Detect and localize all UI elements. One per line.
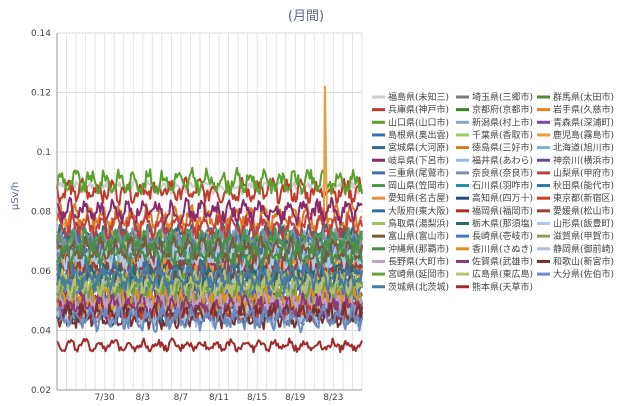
x-tick-label: 8/23 [323, 393, 343, 402]
legend-item-label: 徳島県(三好市) [472, 142, 533, 154]
legend-item-label: 宮城県(大河原) [388, 142, 449, 154]
legend-item-label: 奈良県(奈良市) [472, 167, 533, 179]
series-line [56, 285, 363, 315]
y-tick-label: 0.08 [31, 208, 51, 218]
legend-item-label: 山梨県(甲府市) [553, 167, 614, 179]
legend-item-label: 愛知県(名古屋) [388, 192, 449, 204]
legend-item-label: 福岡県(福岡市) [472, 205, 533, 217]
legend-item-label: 沖縄県(那覇市) [388, 243, 449, 255]
legend-item-label: 山形県(飯豊町) [553, 218, 614, 230]
legend-item-label: 大阪府(東大阪) [388, 205, 449, 217]
series-line [56, 166, 363, 197]
legend-item-label: 神奈川(横浜市) [553, 154, 614, 166]
legend-item-label: 秋田県(能代市) [553, 180, 614, 192]
x-tick-label: 8/7 [174, 393, 188, 402]
legend-item-label: 熊本県(天草市) [472, 281, 533, 293]
legend-item-label: 鹿児島(霧島市) [553, 129, 614, 141]
series-line [56, 176, 363, 206]
x-tick-label: 8/19 [285, 393, 305, 402]
legend-item-label: 宮崎県(延岡市) [388, 268, 449, 280]
x-tick-label: 8/15 [247, 393, 267, 402]
legend-item-label: 千葉県(香取市) [472, 129, 533, 141]
x-tick-label: 7/30 [95, 393, 115, 402]
chart-title: (月間) [288, 9, 324, 24]
legend-item-label: 山口県(山口市) [388, 116, 449, 128]
legend-item-label: 茨城県(北茨城) [388, 281, 449, 293]
series-line [56, 226, 363, 256]
legend-item-label: 三重県(尾鷲市) [388, 167, 449, 179]
legend-item-label: 岐阜県(下呂市) [388, 154, 449, 166]
legend-item-label: 島根県(奥出雲) [388, 129, 449, 141]
series-line [56, 235, 363, 266]
axes: 0.02 0.04 0.06 0.08 0.1 0.12 0.14 7/30 8/3 8/7 8/1… [31, 29, 362, 403]
y-tick-label: 0.02 [31, 386, 51, 396]
series-line [56, 238, 363, 269]
legend-item-label: 福井県(あわら) [472, 154, 533, 166]
legend-item-label: 和歌山(新宮市) [553, 255, 614, 267]
legend-item-label: 埼玉県(三郷市) [472, 91, 533, 103]
series-line [56, 337, 363, 354]
series-line [56, 212, 363, 242]
legend-item-label: 長野県(大町市) [388, 255, 449, 267]
series-line [56, 303, 363, 334]
legend-item-label: 長崎県(壱岐市) [472, 230, 533, 242]
y-tick-label: 0.1 [37, 148, 51, 158]
legend-item-label: 滋賀県(甲賀市) [553, 230, 614, 242]
legend-item-label: 大分県(佐伯市) [553, 268, 614, 280]
y-axis-label: μSv/h [10, 182, 21, 210]
legend-item-label: 新潟県(村上市) [472, 116, 533, 128]
y-tick-label: 0.12 [31, 89, 51, 99]
legend-item-label: 青森県(深浦町) [553, 116, 614, 128]
legend-item-label: 鳥取県(湯梨浜) [388, 218, 449, 230]
legend-item-label: 京都府(京都市) [472, 104, 533, 116]
legend-item-label: 栃木県(那須塩) [472, 218, 533, 230]
legend-item-label: 広島県(東広島) [472, 268, 533, 280]
legend-item-label: 岩手県(久慈市) [553, 104, 614, 116]
legend-item-label: 北海道(旭川市) [553, 142, 614, 154]
y-tick-label: 0.06 [31, 267, 51, 277]
series-line [56, 196, 363, 227]
legend-item-label: 群馬県(太田市) [553, 91, 614, 103]
legend-item-label: 兵庫県(神戸市) [388, 104, 449, 116]
legend-item-label: 富山県(富山市) [388, 230, 449, 242]
x-tick-label: 8/11 [209, 393, 229, 402]
y-tick-label: 0.04 [31, 327, 51, 337]
x-tick-label: 8/3 [136, 393, 150, 402]
legend-item-label: 静岡県(御前崎) [553, 243, 614, 255]
legend-item-label: 石川県(羽咋市) [472, 180, 533, 192]
series-group [56, 85, 363, 354]
legend-item-label: 香川県(さぬき) [472, 244, 533, 255]
legend-item-label: 佐賀県(武雄市) [472, 255, 533, 267]
y-tick-label: 0.14 [31, 29, 51, 39]
legend-item-label: 愛媛県(松山市) [553, 205, 614, 217]
legend: 福島県(未知三) 埼玉県(三郷市) 群馬県(太田市) 兵庫県(神戸市) 京都府(京都市)… [372, 91, 614, 293]
legend-item-label: 岡山県(笠岡市) [388, 180, 449, 192]
legend-item-label: 福島県(未知三) [388, 91, 449, 103]
legend-item-label: 高知県(四万十) [472, 192, 533, 204]
series-line [56, 263, 363, 292]
legend-item-label: 東京都(新宿区) [553, 192, 614, 204]
